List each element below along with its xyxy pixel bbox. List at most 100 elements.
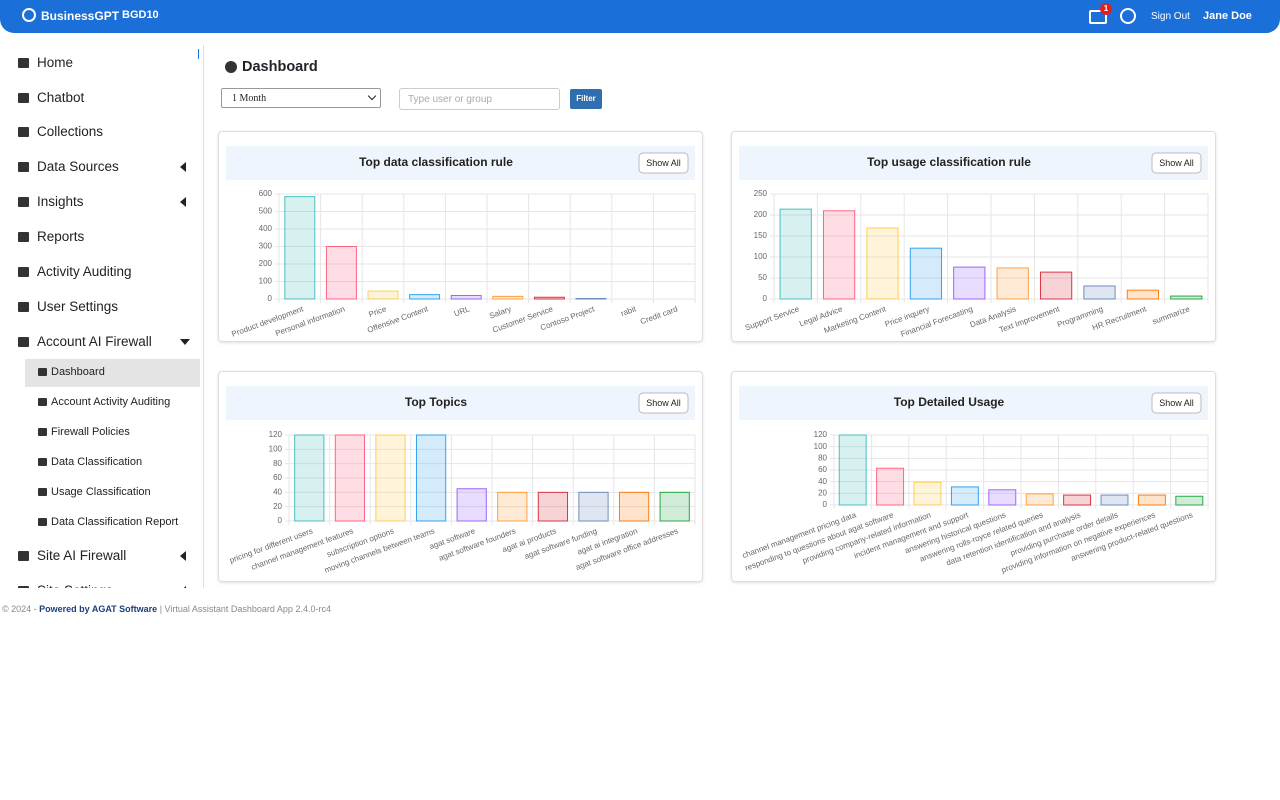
bar bbox=[838, 434, 867, 506]
expand-arrow bbox=[180, 162, 186, 172]
y-tick-label: 150 bbox=[754, 231, 768, 240]
show-all-button[interactable] bbox=[1151, 152, 1202, 174]
expand-arrow bbox=[180, 551, 186, 561]
submenu-item[interactable]: Account Activity Auditing bbox=[38, 396, 170, 408]
x-tick-label: summarize bbox=[1151, 304, 1191, 326]
expand-arrow bbox=[180, 586, 186, 588]
mail-icon[interactable] bbox=[1089, 10, 1107, 24]
menu-icon bbox=[18, 231, 29, 242]
menu-item[interactable]: Site Settings bbox=[18, 583, 113, 588]
show-all-label: Show All bbox=[646, 398, 681, 408]
y-tick-label: 50 bbox=[758, 273, 767, 282]
y-tick-label: 200 bbox=[754, 210, 768, 219]
y-tick-label: 20 bbox=[273, 502, 282, 511]
submenu-item[interactable]: Usage Classification bbox=[38, 486, 151, 498]
bar bbox=[492, 295, 524, 300]
submenu-icon bbox=[38, 398, 47, 406]
menu-item[interactable]: Data Sources bbox=[18, 159, 119, 174]
user-name[interactable]: Jane Doe bbox=[1203, 10, 1252, 22]
x-tick-label: Salary bbox=[488, 304, 512, 320]
menu-label: Reports bbox=[37, 229, 85, 244]
chart-header bbox=[226, 386, 695, 420]
show-all-label: Show All bbox=[646, 158, 681, 168]
menu-item[interactable]: Site AI Firewall bbox=[18, 548, 126, 563]
x-tick-label: rabit bbox=[620, 304, 638, 318]
chart: Top Detailed Usage Show All 0 20 40 60 80 100 12… bbox=[739, 386, 1209, 575]
menu-item[interactable]: Collections bbox=[18, 124, 103, 139]
bar bbox=[913, 481, 942, 506]
bar bbox=[575, 297, 607, 300]
sign-out[interactable]: Sign Out bbox=[1151, 11, 1190, 22]
menu-icon bbox=[18, 92, 29, 103]
bar bbox=[450, 295, 482, 300]
bar bbox=[456, 488, 487, 522]
submenu-item[interactable]: Firewall Policies bbox=[38, 426, 130, 438]
bar bbox=[988, 489, 1017, 506]
submenu-item[interactable]: Data Classification bbox=[38, 456, 142, 468]
bar bbox=[996, 267, 1029, 300]
submenu-icon bbox=[38, 368, 47, 376]
menu-item[interactable]: Reports bbox=[18, 229, 84, 244]
show-all-button[interactable] bbox=[638, 392, 689, 414]
menu-label: Collections bbox=[37, 124, 104, 139]
collapse[interactable] bbox=[198, 49, 203, 59]
bar bbox=[618, 491, 650, 522]
bar bbox=[1126, 289, 1160, 300]
submenu-label: Data Classification bbox=[51, 456, 143, 468]
bar bbox=[822, 210, 856, 300]
y-tick-label: 60 bbox=[818, 465, 827, 474]
menu-item[interactable]: Account AI Firewall bbox=[18, 334, 152, 349]
menu-icon bbox=[18, 196, 29, 207]
y-tick-label: 120 bbox=[814, 430, 828, 439]
show-all-label: Show All bbox=[1159, 158, 1194, 168]
menu-icon bbox=[18, 161, 29, 172]
submenu-icon bbox=[38, 428, 47, 436]
bar bbox=[953, 266, 986, 300]
submenu-label: Firewall Policies bbox=[51, 426, 130, 438]
menu-label: Account AI Firewall bbox=[37, 334, 152, 349]
bar bbox=[659, 491, 690, 522]
menu-item[interactable]: User Settings bbox=[18, 299, 118, 314]
submenu-item[interactable]: Data Classification Report bbox=[38, 516, 178, 528]
bar bbox=[334, 434, 366, 522]
y-tick-label: 100 bbox=[814, 442, 828, 451]
show-all-button[interactable] bbox=[638, 152, 689, 174]
title: Dashboard bbox=[242, 59, 318, 75]
submenu-icon bbox=[38, 488, 47, 496]
submenu-label: Dashboard bbox=[51, 366, 105, 378]
y-tick-label: 200 bbox=[259, 259, 273, 268]
y-tick-label: 400 bbox=[259, 224, 273, 233]
y-tick-label: 0 bbox=[268, 294, 273, 303]
menu-label: Insights bbox=[37, 194, 84, 209]
menu-item[interactable]: Insights bbox=[18, 194, 84, 209]
bar bbox=[1039, 271, 1073, 300]
menu-item[interactable]: Chatbot bbox=[18, 90, 84, 105]
search-input[interactable]: Type user or group bbox=[399, 88, 560, 110]
menu-item[interactable]: Activity Auditing bbox=[18, 264, 132, 279]
tenant: BGD10 bbox=[122, 9, 159, 21]
bar bbox=[578, 491, 609, 522]
logo bbox=[22, 8, 36, 22]
y-tick-label: 100 bbox=[754, 252, 768, 261]
menu-icon bbox=[18, 585, 29, 588]
help-icon[interactable] bbox=[1120, 8, 1136, 24]
bar bbox=[866, 227, 899, 300]
bar bbox=[950, 486, 979, 506]
x-tick-label: Credit card bbox=[639, 304, 679, 326]
show-all-button[interactable] bbox=[1151, 392, 1202, 414]
chart-title: Top usage classification rule bbox=[867, 155, 1031, 169]
header: BusinessGPT BGD10 1 Sign Out Jane Doe bbox=[0, 0, 1280, 33]
y-tick-label: 0 bbox=[763, 294, 768, 303]
menu-item[interactable]: Home bbox=[18, 55, 73, 70]
menu-icon bbox=[18, 57, 29, 68]
powered-by[interactable]: Powered by AGAT Software bbox=[39, 604, 158, 614]
chart-card: Top Detailed Usage Show All 0 20 40 60 80 100 12… bbox=[731, 371, 1216, 582]
period-select[interactable]: 1 Month bbox=[221, 88, 381, 108]
menu-label: Activity Auditing bbox=[37, 264, 132, 279]
y-tick-label: 100 bbox=[259, 277, 273, 286]
bar bbox=[537, 491, 569, 522]
submenu-icon bbox=[38, 458, 47, 466]
submenu-item[interactable]: Dashboard bbox=[38, 366, 105, 378]
bar bbox=[284, 196, 316, 300]
filter-button[interactable]: Filter bbox=[570, 89, 602, 109]
